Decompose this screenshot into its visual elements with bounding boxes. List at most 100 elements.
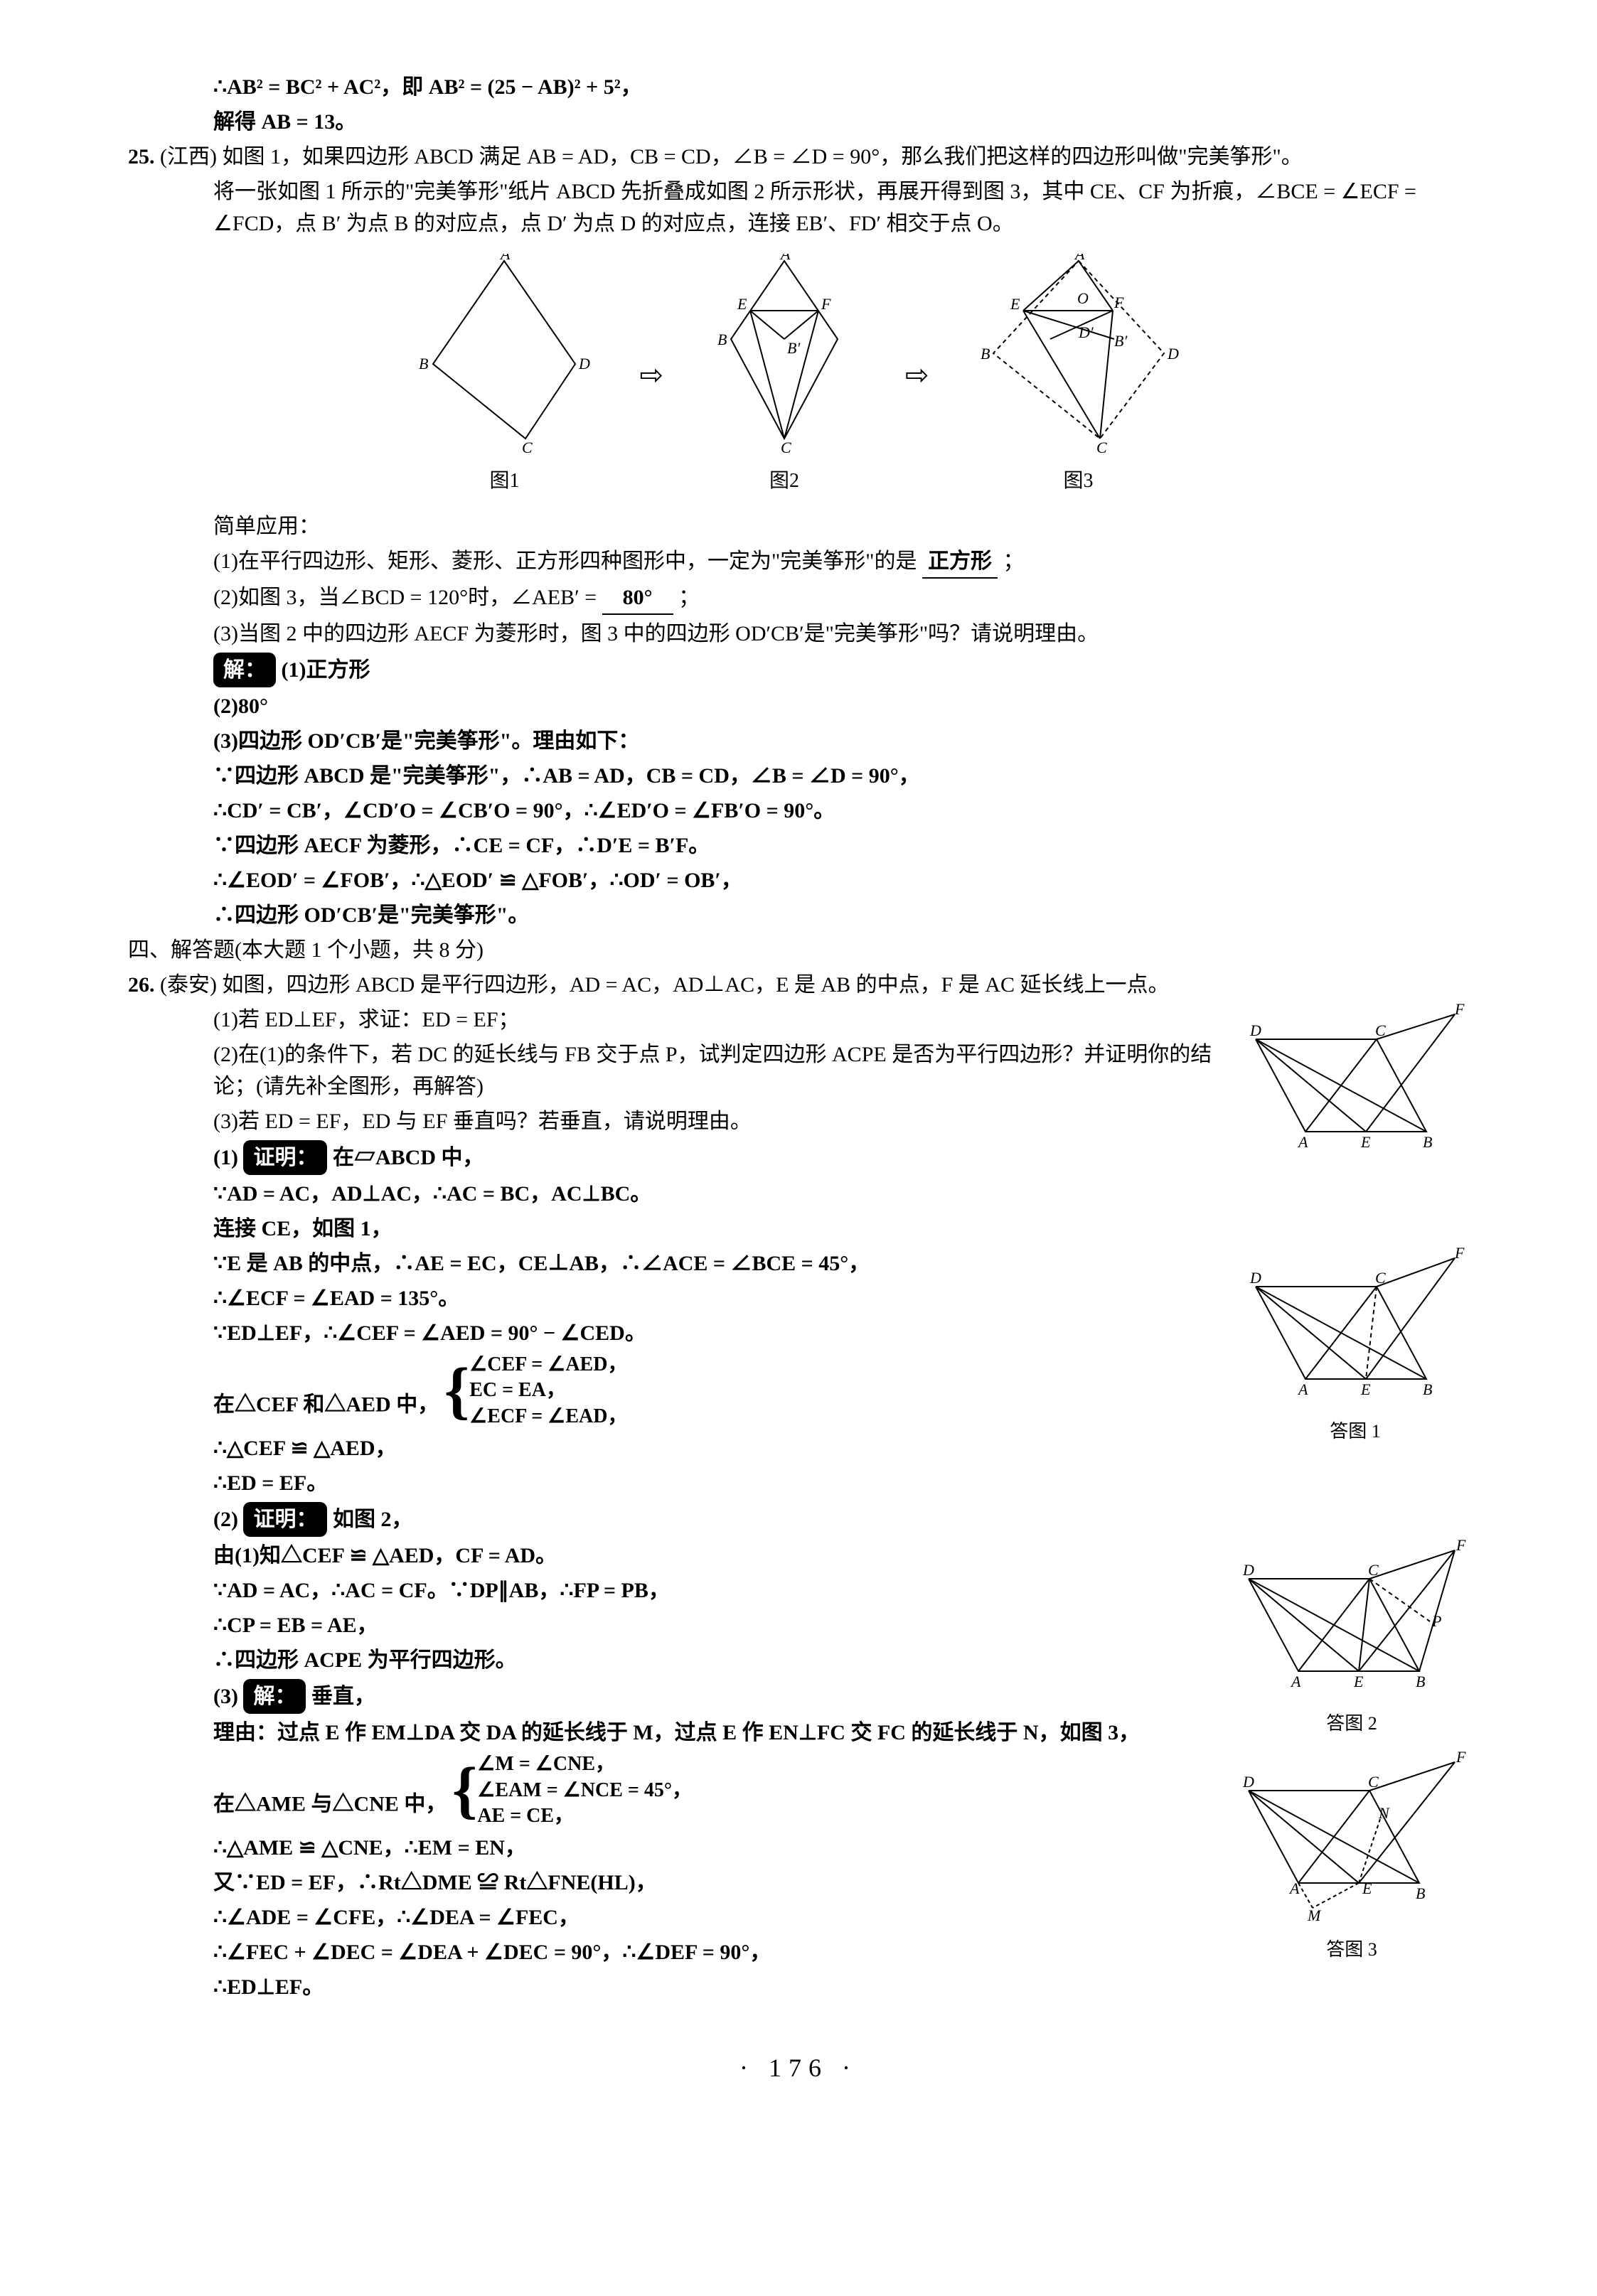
q25-fig1-svg: A B C D <box>412 254 597 453</box>
q25-p2b: ； <box>678 586 700 609</box>
q25-fig2-block: A B C E F B′ 图2 <box>706 254 862 496</box>
q25-fig3-caption: 图3 <box>972 466 1185 496</box>
q26-brace1b: EC = EA， <box>469 1378 627 1403</box>
q26-brace1-symbol: { <box>444 1366 469 1417</box>
q26-stem: 26. (泰安) 如图，四边形 ABCD 是平行四边形，AD = AC，AD⊥A… <box>128 969 1469 1001</box>
q26-brace2a: ∠M = ∠CNE， <box>477 1751 692 1777</box>
q25-p2: (2)如图 3，当∠BCD = 120°时，∠AEB′ = 80° ； <box>128 581 1469 615</box>
q26-ans-fig2-block: DC F P AEB 答图 2 <box>1234 1540 1469 1737</box>
svg-text:D: D <box>1242 1561 1254 1579</box>
svg-text:E: E <box>1362 1879 1372 1897</box>
top-line-1: ∴AB² = BC² + AC²，即 AB² = (25 − AB)² + 5²… <box>128 71 1469 103</box>
q25-fig1-caption: 图1 <box>412 466 597 496</box>
q26-brace2: { ∠M = ∠CNE， ∠EAM = ∠NCE = 45°， AE = CE， <box>452 1751 692 1829</box>
q26-pf1-badge: 证明： <box>243 1140 327 1175</box>
q25-s3c: ∴CD′ = CB′，∠CD′O = ∠CB′O = 90°，∴∠ED′O = … <box>128 795 1469 827</box>
q25-fig3-E: E <box>1010 295 1020 313</box>
q26-s2-row: (2) 证明： 如图 2， <box>128 1502 1469 1537</box>
svg-text:A: A <box>1290 1673 1301 1690</box>
q25-p2-ans: 80° <box>602 581 673 615</box>
q25-fig3-Bp: B′ <box>1114 332 1128 350</box>
q26-pf2-badge: 证明： <box>243 1502 327 1537</box>
q26-fig0-E: E <box>1360 1133 1371 1151</box>
q25-fig2-E: E <box>737 295 747 313</box>
q25-s3a: (3)四边形 OD′CB′是"完美筝形"。理由如下： <box>128 725 1469 757</box>
q26-brace1: { ∠CEF = ∠AED， EC = EA， ∠ECF = ∠EAD， <box>444 1352 628 1429</box>
q26-fig0-B: B <box>1423 1133 1432 1151</box>
q25-s1: (1)正方形 <box>282 658 370 682</box>
svg-text:F: F <box>1454 1248 1465 1262</box>
q26-s1j: ∴ED = EF。 <box>128 1467 1469 1499</box>
q26-brace2c: AE = CE， <box>477 1803 692 1829</box>
q25-fig1-A: A <box>499 254 511 263</box>
q25-p1: (1)在平行四边形、矩形、菱形、正方形四种图形中，一定为"完美筝形"的是 正方形… <box>128 545 1469 579</box>
q26-s1c: ∵AD = AC，AD⊥AC，∴AC = BC，AC⊥BC。 <box>128 1178 1469 1210</box>
q26-ans-fig1-block: D C F A E B 答图 1 <box>1241 1248 1469 1445</box>
q26-brace2-symbol: { <box>452 1765 477 1816</box>
svg-text:C: C <box>1368 1773 1379 1791</box>
q25-p1-ans: 正方形 <box>922 545 998 579</box>
q26-fig0-D: D <box>1249 1021 1261 1039</box>
q25-fig1-B: B <box>419 355 428 372</box>
svg-text:C: C <box>1375 1269 1386 1287</box>
q25-text-2: 将一张如图 1 所示的"完美筝形"纸片 ABCD 先折叠成如图 2 所示形状，再… <box>128 176 1469 240</box>
q26-brace1c: ∠ECF = ∠EAD， <box>469 1404 627 1429</box>
q25-fig3-O: O <box>1077 289 1089 307</box>
svg-text:F: F <box>1456 1751 1466 1766</box>
q26-s1h: 在△CEF 和△AED 中， <box>213 1393 439 1417</box>
q25-sol-1: 解： (1)正方形 <box>128 653 1469 687</box>
q25-p2a: (2)如图 3，当∠BCD = 120°时，∠AEB′ = <box>213 586 597 609</box>
q25-fig1-C: C <box>522 439 533 453</box>
q25-fig3-C: C <box>1096 439 1107 453</box>
q25-fig3-F: F <box>1113 294 1124 311</box>
q25-stem-1: 25. (江西) 如图 1，如果四边形 ABCD 满足 AB = AD，CB =… <box>128 141 1469 173</box>
q26-fig0-C: C <box>1375 1021 1386 1039</box>
svg-text:B: B <box>1416 1673 1425 1690</box>
q26-source: (泰安) <box>160 973 217 997</box>
q25-arrow-block: ⇨ <box>639 354 663 397</box>
q26-t1: 如图，四边形 ABCD 是平行四边形，AD = AC，AD⊥AC，E 是 AB … <box>222 973 1169 997</box>
q26-s2b: 如图 2， <box>333 1508 413 1531</box>
svg-text:D: D <box>1249 1269 1261 1287</box>
q26-fig0-F: F <box>1454 1004 1465 1018</box>
section4-heading: 四、解答题(本大题 1 个小题，共 8 分) <box>128 934 1469 966</box>
svg-text:B: B <box>1423 1380 1432 1398</box>
q25-fig3-D: D <box>1167 345 1179 363</box>
q25-p1-tail: ； <box>1003 549 1024 573</box>
q25-fig2-F: F <box>821 295 831 313</box>
q25-s3e: ∴∠EOD′ = ∠FOB′，∴△EOD′ ≌ △FOB′，∴OD′ = OB′… <box>128 864 1469 896</box>
svg-text:N: N <box>1378 1804 1390 1822</box>
q26-sol3-badge: 解： <box>243 1679 306 1714</box>
svg-text:A: A <box>1297 1380 1308 1398</box>
q26-s1d: 连接 CE，如图 1， <box>128 1213 1469 1245</box>
q25-fig2-A: A <box>779 254 791 263</box>
q25-fig3-Dp: D′ <box>1078 323 1094 341</box>
q25-s2: (2)80° <box>128 690 1469 722</box>
q26-ans-fig3-svg: DC F N AEB M <box>1234 1751 1469 1922</box>
q26-s2a: (2) <box>213 1508 238 1531</box>
q25-p1-text: (1)在平行四边形、矩形、菱形、正方形四种图形中，一定为"完美筝形"的是 <box>213 549 917 573</box>
q26-brace1a: ∠CEF = ∠AED， <box>469 1352 627 1378</box>
q26-ans-fig3-caption: 答图 3 <box>1234 1936 1469 1963</box>
q25-fig2-caption: 图2 <box>706 466 862 496</box>
q25-p3: (3)当图 2 中的四边形 AECF 为菱形时，图 3 中的四边形 OD′CB′… <box>128 618 1469 650</box>
q25-s3b: ∵四边形 ABCD 是"完美筝形"，∴AB = AD，CB = CD，∠B = … <box>128 760 1469 792</box>
q26-ans-fig1-caption: 答图 1 <box>1241 1417 1469 1445</box>
q26-s1b: 在▱ABCD 中， <box>333 1146 484 1169</box>
q25-number: 25. <box>128 145 155 168</box>
q25-fig3-B: B <box>981 345 990 363</box>
q25-fig2-B: B <box>717 331 727 348</box>
q25-s3d: ∵四边形 AECF 为菱形，∴CE = CF，∴D′E = B′F。 <box>128 830 1469 862</box>
page-number: · 176 · <box>128 2049 1469 2087</box>
q26-ans-fig1-svg: D C F A E B <box>1241 1248 1469 1404</box>
q25-simple: 简单应用： <box>128 510 1469 542</box>
q26-s3i: ∴ED⊥EF。 <box>128 1971 1469 2003</box>
q26-ans-fig3-block: DC F N AEB M 答图 3 <box>1234 1751 1469 1963</box>
q25-fig1-D: D <box>578 355 590 372</box>
q26-ans-fig2-svg: DC F P AEB <box>1234 1540 1469 1696</box>
svg-text:A: A <box>1288 1879 1300 1897</box>
q26-fig0-block: D C F A E B <box>1241 1004 1469 1162</box>
q25-figures: A B C D 图1 ⇨ A B C E F B′ <box>128 254 1469 496</box>
svg-text:E: E <box>1360 1380 1371 1398</box>
q25-sol-badge: 解： <box>213 653 276 687</box>
